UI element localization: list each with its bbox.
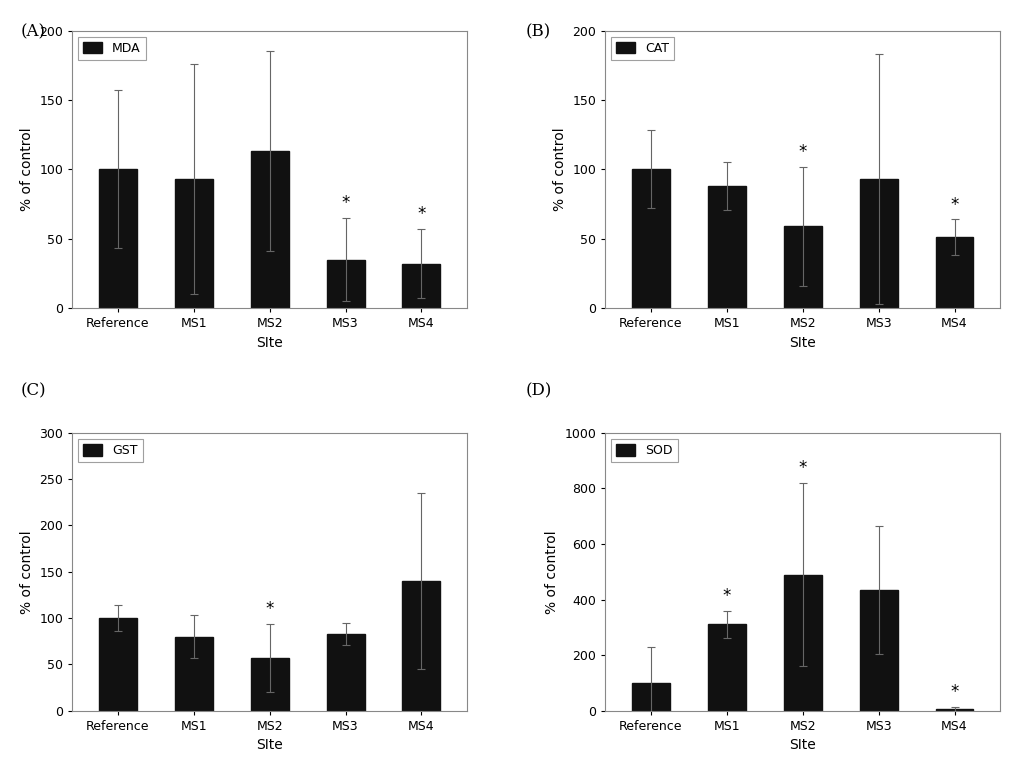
- Text: (A): (A): [21, 23, 45, 40]
- Legend: CAT: CAT: [611, 37, 674, 60]
- X-axis label: SIte: SIte: [257, 738, 282, 752]
- Bar: [860, 590, 898, 711]
- Bar: [327, 260, 365, 308]
- Bar: [402, 581, 440, 711]
- Legend: SOD: SOD: [611, 439, 677, 462]
- Y-axis label: % of control: % of control: [20, 530, 34, 613]
- Text: *: *: [951, 196, 959, 214]
- X-axis label: SIte: SIte: [257, 335, 282, 350]
- X-axis label: SIte: SIte: [790, 335, 816, 350]
- Legend: GST: GST: [78, 439, 142, 462]
- Text: *: *: [798, 143, 807, 161]
- Text: (D): (D): [526, 382, 553, 399]
- Bar: [174, 179, 212, 308]
- Y-axis label: % of control: % of control: [20, 128, 34, 211]
- Text: (C): (C): [21, 382, 46, 399]
- Bar: [632, 170, 670, 308]
- Bar: [784, 575, 822, 711]
- Bar: [632, 683, 670, 711]
- Bar: [935, 709, 973, 711]
- Bar: [860, 179, 898, 308]
- Text: *: *: [418, 206, 426, 223]
- Text: *: *: [723, 587, 731, 605]
- Text: *: *: [265, 600, 274, 618]
- Text: *: *: [951, 683, 959, 701]
- Y-axis label: % of control: % of control: [553, 128, 567, 211]
- Bar: [99, 618, 137, 711]
- Text: (B): (B): [526, 23, 551, 40]
- Bar: [251, 658, 289, 711]
- Bar: [327, 633, 365, 711]
- Text: *: *: [341, 194, 350, 212]
- Bar: [784, 226, 822, 308]
- Y-axis label: % of control: % of control: [544, 530, 559, 613]
- Bar: [935, 238, 973, 308]
- Bar: [402, 264, 440, 308]
- Bar: [99, 170, 137, 308]
- Legend: MDA: MDA: [78, 37, 145, 60]
- X-axis label: SIte: SIte: [790, 738, 816, 752]
- Bar: [174, 636, 212, 711]
- Text: *: *: [798, 459, 807, 478]
- Bar: [707, 186, 745, 308]
- Bar: [251, 151, 289, 308]
- Bar: [707, 624, 745, 711]
